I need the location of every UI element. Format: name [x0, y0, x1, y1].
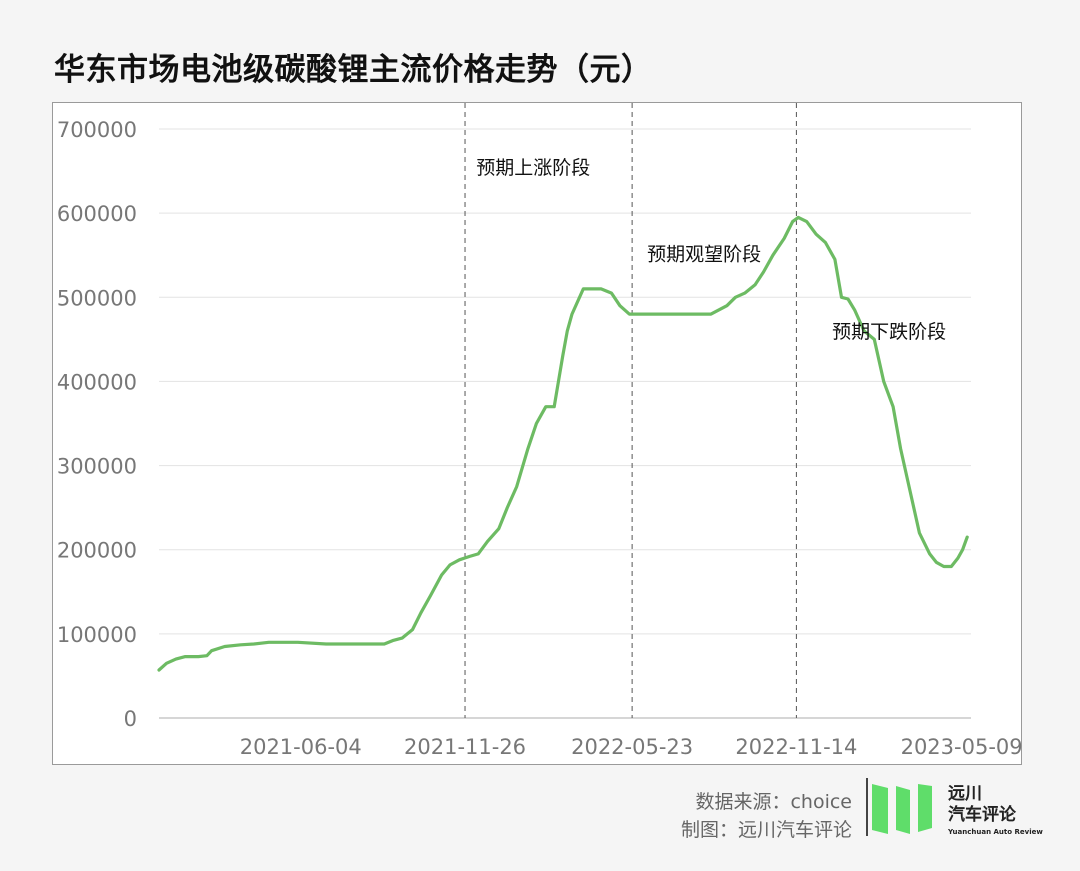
x-tick-label: 2021-06-04 — [240, 735, 362, 759]
x-tick-label: 2021-11-26 — [404, 735, 526, 759]
phase-annotation: 预期上涨阶段 — [476, 157, 590, 179]
y-tick-label: 700000 — [57, 118, 137, 142]
logo-name-en: Yuanchuan Auto Review — [948, 828, 1043, 836]
phase-annotation: 预期观望阶段 — [647, 244, 761, 266]
line-chart: 0 100000 200000 300000 400000 500000 600000 700… — [57, 103, 1023, 759]
chart-title: 华东市场电池级碳酸锂主流价格走势（元） — [54, 52, 653, 88]
y-tick-label: 0 — [124, 707, 137, 731]
y-tick-label: 600000 — [57, 202, 137, 226]
y-tick-label: 300000 — [57, 455, 137, 479]
phase-annotation: 预期下跌阶段 — [832, 321, 946, 343]
y-tick-label: 200000 — [57, 539, 137, 563]
logo-name-line2: 汽车评论 — [948, 805, 1016, 825]
green-bars-logo-icon — [866, 778, 932, 836]
y-tick-label: 400000 — [57, 370, 137, 394]
x-tick-label: 2022-05-23 — [571, 735, 693, 759]
x-tick-label: 2023-05-09 — [901, 735, 1023, 759]
x-tick-label: 2022-11-14 — [735, 735, 857, 759]
data-source-label: 数据来源：choice — [695, 791, 852, 813]
chart-area: 0 100000 200000 300000 400000 500000 600000 700… — [52, 102, 1023, 765]
price-series-line — [157, 215, 969, 672]
logo-name-line1: 远川 — [948, 784, 982, 804]
chart-maker-label: 制图：远川汽车评论 — [680, 819, 852, 841]
y-tick-label: 100000 — [57, 623, 137, 647]
y-tick-label: 500000 — [57, 286, 137, 310]
